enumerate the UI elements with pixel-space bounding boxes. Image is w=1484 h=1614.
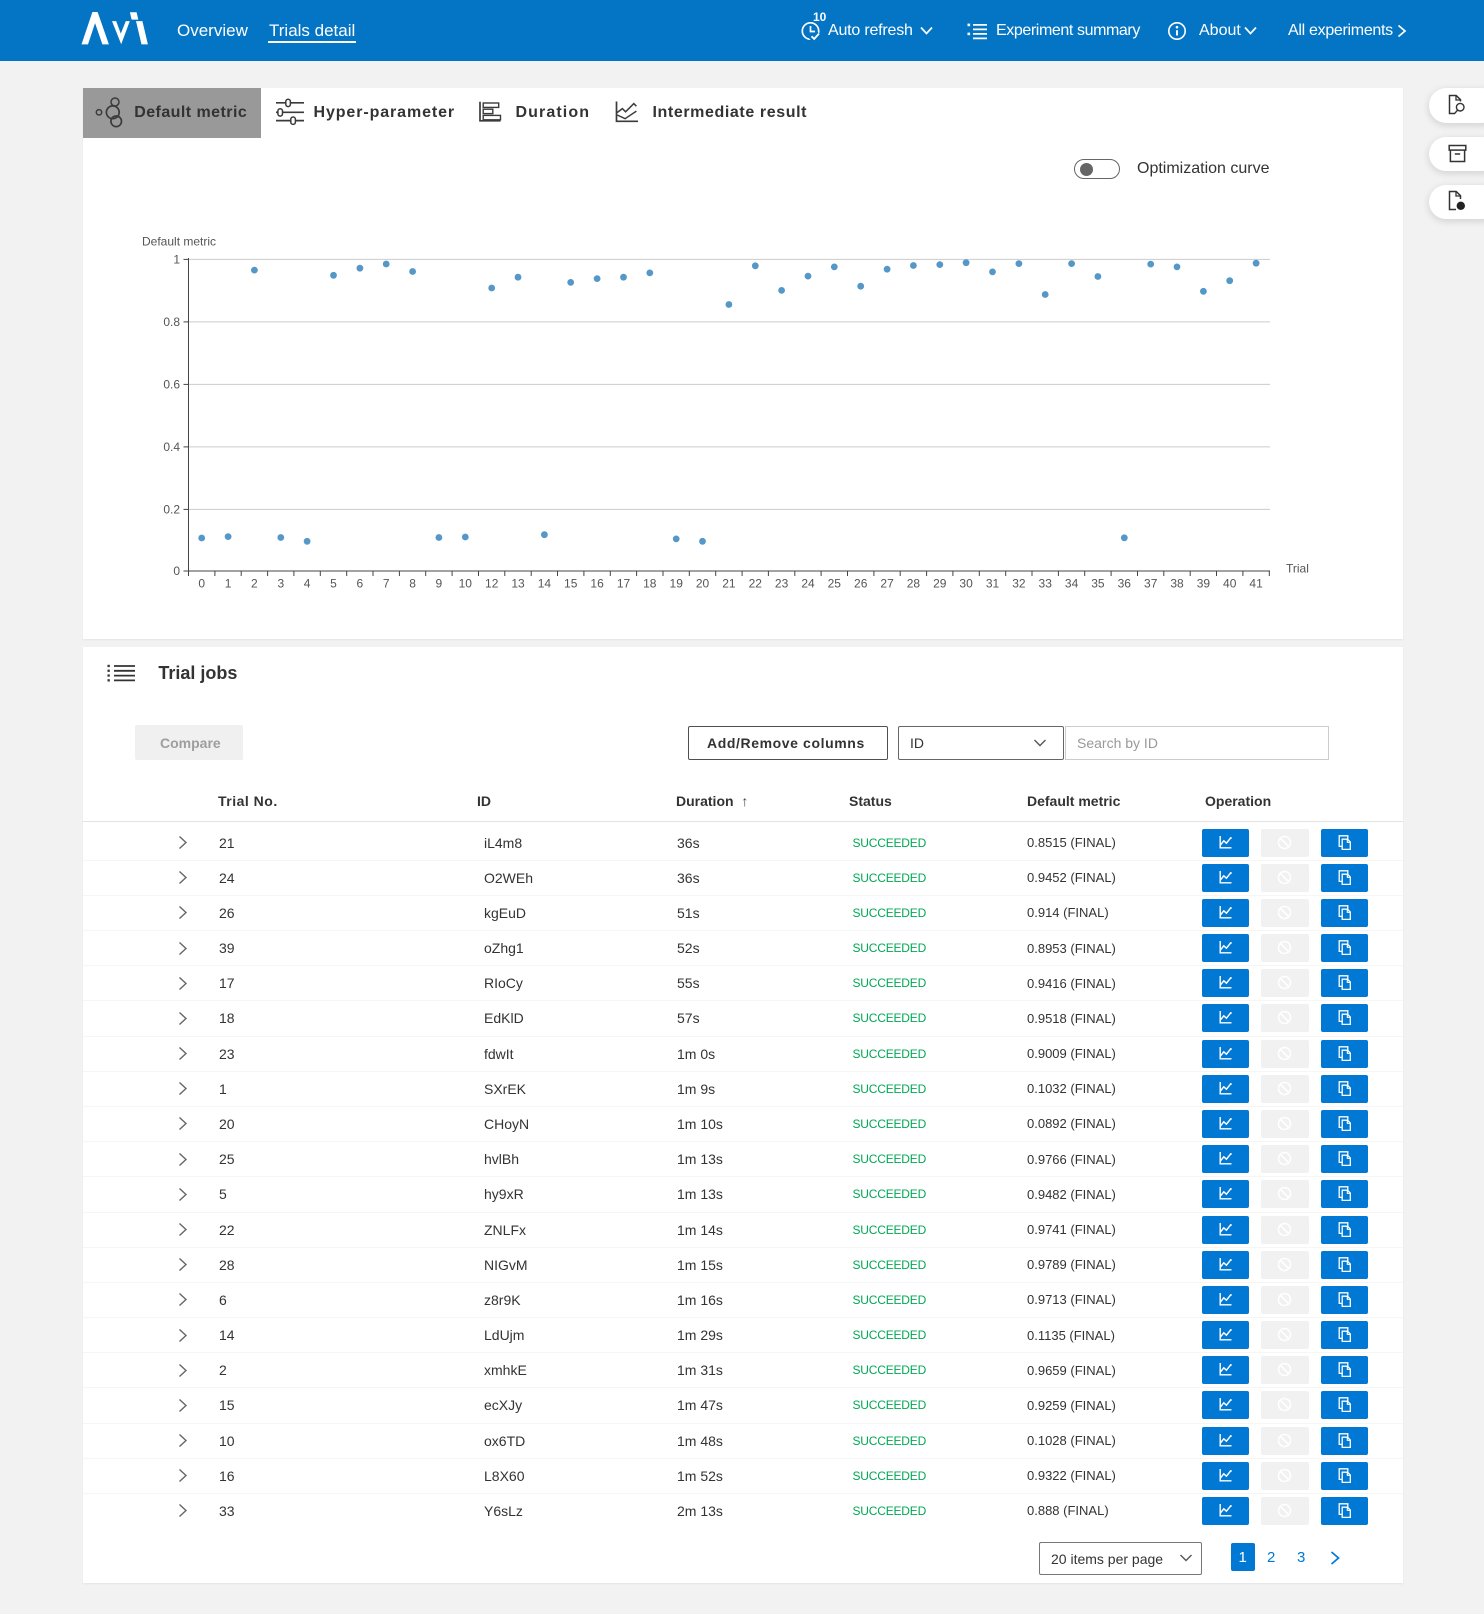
svg-text:16: 16 xyxy=(590,577,604,591)
svg-text:13: 13 xyxy=(511,577,525,591)
svg-text:8: 8 xyxy=(409,577,416,591)
svg-text:7: 7 xyxy=(383,577,390,591)
svg-text:15: 15 xyxy=(564,577,578,591)
svg-text:1: 1 xyxy=(225,577,232,591)
svg-text:39: 39 xyxy=(1197,577,1211,591)
svg-text:20: 20 xyxy=(696,577,710,591)
svg-text:22: 22 xyxy=(749,577,763,591)
svg-text:26: 26 xyxy=(854,577,868,591)
svg-text:Trial: Trial xyxy=(1286,562,1309,576)
svg-text:40: 40 xyxy=(1223,577,1237,591)
svg-text:12: 12 xyxy=(485,577,499,591)
svg-text:2: 2 xyxy=(251,577,258,591)
svg-text:18: 18 xyxy=(643,577,657,591)
svg-text:36: 36 xyxy=(1118,577,1132,591)
svg-text:0.4: 0.4 xyxy=(163,440,180,454)
svg-text:6: 6 xyxy=(357,577,364,591)
svg-text:28: 28 xyxy=(907,577,921,591)
svg-text:29: 29 xyxy=(933,577,947,591)
svg-text:31: 31 xyxy=(986,577,1000,591)
svg-text:33: 33 xyxy=(1039,577,1053,591)
svg-text:38: 38 xyxy=(1170,577,1184,591)
svg-text:14: 14 xyxy=(538,577,552,591)
svg-text:Default metric: Default metric xyxy=(142,235,216,249)
svg-text:0: 0 xyxy=(173,564,180,578)
svg-text:27: 27 xyxy=(880,577,894,591)
svg-text:1: 1 xyxy=(173,253,180,267)
svg-text:32: 32 xyxy=(1012,577,1026,591)
svg-text:0.6: 0.6 xyxy=(163,378,180,392)
svg-text:19: 19 xyxy=(670,577,684,591)
svg-text:34: 34 xyxy=(1065,577,1079,591)
svg-text:9: 9 xyxy=(436,577,443,591)
svg-text:24: 24 xyxy=(801,577,815,591)
svg-text:25: 25 xyxy=(828,577,842,591)
svg-text:3: 3 xyxy=(277,577,284,591)
svg-text:21: 21 xyxy=(722,577,736,591)
svg-text:23: 23 xyxy=(775,577,789,591)
svg-text:0.8: 0.8 xyxy=(163,315,180,329)
svg-text:10: 10 xyxy=(459,577,473,591)
svg-text:17: 17 xyxy=(617,577,631,591)
svg-text:0.2: 0.2 xyxy=(163,503,180,517)
svg-text:0: 0 xyxy=(198,577,205,591)
svg-text:35: 35 xyxy=(1091,577,1105,591)
svg-text:4: 4 xyxy=(304,577,311,591)
svg-text:37: 37 xyxy=(1144,577,1158,591)
svg-text:5: 5 xyxy=(330,577,337,591)
svg-text:41: 41 xyxy=(1249,577,1263,591)
svg-text:30: 30 xyxy=(959,577,973,591)
